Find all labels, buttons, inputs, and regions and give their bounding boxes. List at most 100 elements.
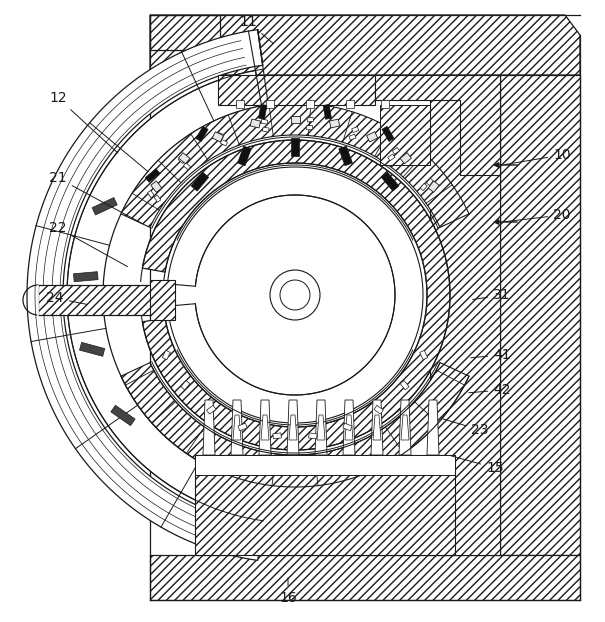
- Polygon shape: [381, 100, 389, 108]
- Bar: [349, 134, 356, 140]
- Polygon shape: [399, 400, 411, 455]
- Bar: [79, 342, 105, 356]
- Polygon shape: [306, 100, 314, 108]
- Bar: [420, 350, 428, 360]
- Polygon shape: [289, 415, 297, 440]
- Bar: [212, 132, 223, 142]
- Bar: [151, 181, 162, 192]
- Text: 23: 23: [443, 419, 489, 437]
- Polygon shape: [142, 140, 450, 450]
- Bar: [92, 198, 117, 215]
- Bar: [307, 118, 313, 122]
- Polygon shape: [343, 400, 355, 455]
- Bar: [181, 381, 190, 390]
- Bar: [339, 146, 353, 165]
- Bar: [393, 147, 399, 154]
- Bar: [73, 272, 98, 282]
- Polygon shape: [317, 415, 325, 440]
- Bar: [309, 433, 317, 439]
- Bar: [367, 132, 378, 142]
- Polygon shape: [345, 415, 353, 440]
- Bar: [400, 152, 411, 164]
- Bar: [400, 381, 409, 390]
- Bar: [191, 172, 209, 191]
- Bar: [258, 104, 267, 119]
- Polygon shape: [315, 400, 327, 455]
- Bar: [427, 179, 433, 185]
- Polygon shape: [236, 100, 244, 108]
- Bar: [154, 195, 161, 202]
- Polygon shape: [261, 415, 269, 440]
- Text: 42: 42: [469, 383, 511, 397]
- Bar: [220, 140, 227, 146]
- Bar: [291, 138, 299, 156]
- Bar: [388, 154, 395, 160]
- Polygon shape: [373, 415, 381, 440]
- Bar: [374, 406, 384, 414]
- Bar: [217, 132, 224, 139]
- Bar: [420, 183, 427, 190]
- Polygon shape: [168, 167, 423, 423]
- Bar: [307, 126, 313, 130]
- Bar: [290, 116, 299, 123]
- Bar: [261, 119, 268, 124]
- Polygon shape: [218, 75, 375, 105]
- Circle shape: [270, 270, 320, 320]
- Text: 41: 41: [471, 348, 511, 362]
- Bar: [381, 172, 399, 191]
- Bar: [273, 433, 281, 439]
- Bar: [238, 146, 251, 165]
- Text: 31: 31: [473, 288, 511, 302]
- Polygon shape: [27, 30, 263, 560]
- Polygon shape: [346, 100, 354, 108]
- Polygon shape: [259, 400, 271, 455]
- Text: 16: 16: [279, 578, 297, 605]
- Text: 21: 21: [49, 171, 143, 224]
- Polygon shape: [427, 400, 439, 455]
- Text: 20: 20: [505, 208, 571, 222]
- Bar: [148, 190, 154, 198]
- Polygon shape: [371, 400, 383, 455]
- Text: 22: 22: [49, 221, 128, 267]
- Polygon shape: [195, 455, 455, 555]
- Polygon shape: [203, 400, 215, 455]
- Bar: [206, 406, 216, 414]
- Polygon shape: [231, 400, 243, 455]
- Bar: [162, 350, 170, 360]
- Bar: [428, 181, 439, 192]
- Polygon shape: [150, 280, 175, 320]
- Bar: [263, 127, 269, 132]
- Polygon shape: [287, 400, 299, 455]
- Polygon shape: [121, 103, 469, 228]
- Bar: [111, 406, 135, 425]
- Bar: [238, 423, 247, 431]
- Polygon shape: [195, 455, 455, 475]
- Polygon shape: [401, 415, 409, 440]
- Text: 11: 11: [239, 15, 273, 43]
- Text: 24: 24: [46, 291, 87, 305]
- Bar: [183, 163, 191, 170]
- Bar: [250, 119, 261, 128]
- Bar: [323, 104, 332, 119]
- Polygon shape: [38, 285, 165, 315]
- Polygon shape: [430, 75, 500, 555]
- Bar: [145, 169, 160, 182]
- Polygon shape: [121, 363, 469, 487]
- Polygon shape: [150, 555, 580, 600]
- Polygon shape: [375, 75, 500, 175]
- Circle shape: [280, 280, 310, 310]
- Polygon shape: [266, 100, 274, 108]
- Bar: [343, 423, 352, 431]
- Bar: [329, 119, 340, 128]
- Bar: [196, 126, 208, 141]
- Text: 12: 12: [49, 91, 118, 153]
- Bar: [178, 157, 186, 164]
- Bar: [178, 152, 190, 164]
- Polygon shape: [500, 75, 580, 555]
- Bar: [352, 127, 359, 132]
- Polygon shape: [380, 105, 430, 165]
- Text: 15: 15: [451, 456, 504, 475]
- Polygon shape: [233, 415, 241, 440]
- Polygon shape: [67, 70, 261, 519]
- Polygon shape: [150, 15, 580, 75]
